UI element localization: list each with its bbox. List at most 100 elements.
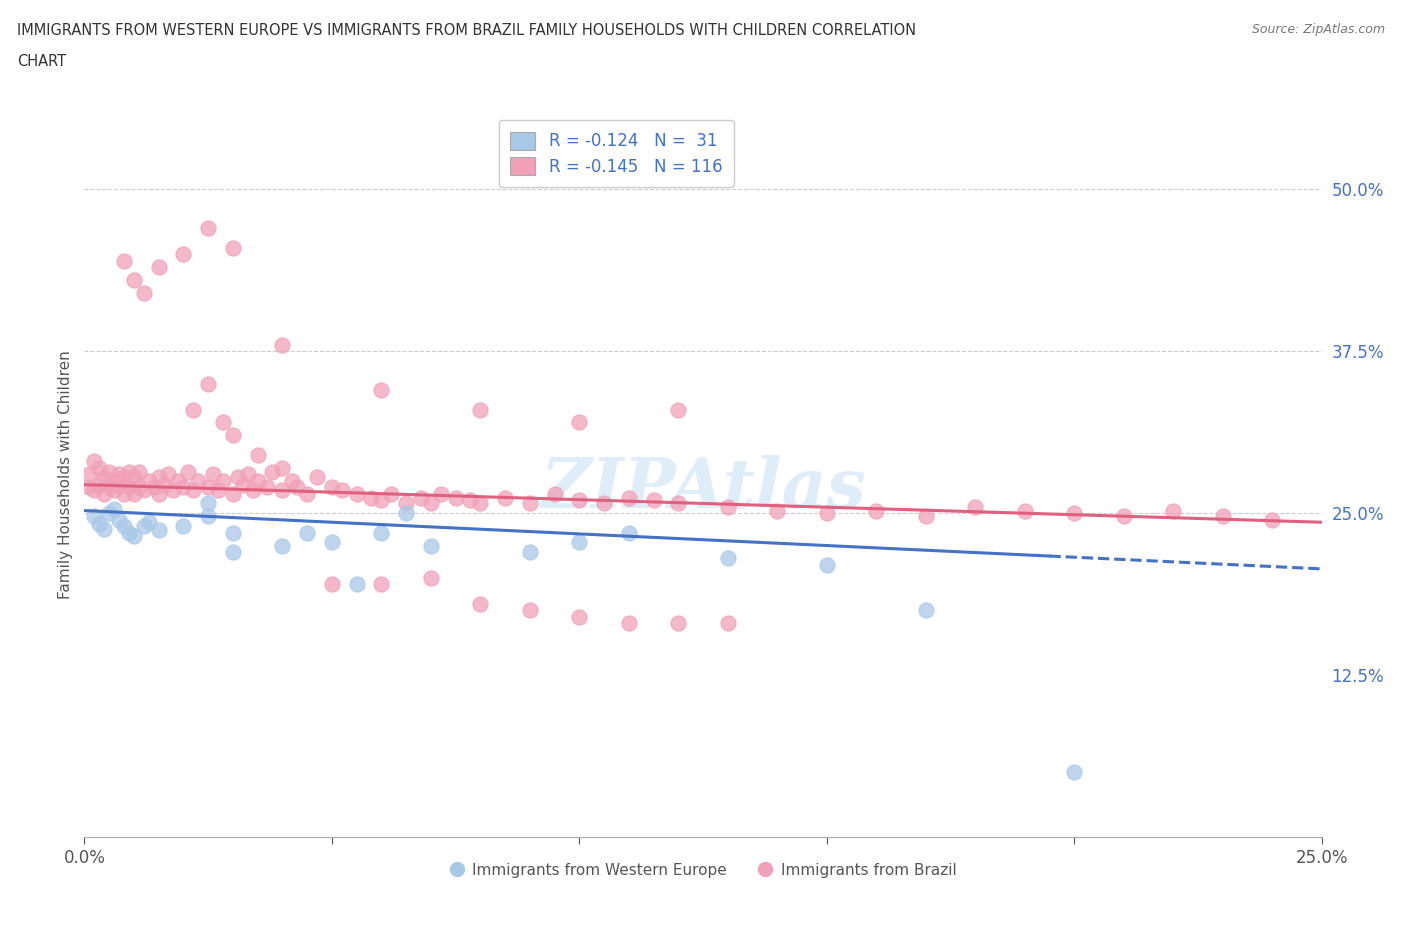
Point (617, 616, 640, 631)
Point (617, 490, 640, 505)
Point (470, 596, 492, 611)
Point (132, 286, 155, 300)
Point (128, 464, 150, 479)
Point (103, 473, 125, 488)
Y-axis label: Family Households with Children: Family Households with Children (58, 350, 73, 599)
Point (256, 480, 278, 495)
Point (108, 477, 131, 492)
Point (666, 496, 689, 511)
Point (666, 402, 689, 417)
Point (370, 382, 392, 397)
Point (914, 603, 936, 618)
Point (271, 338, 294, 352)
Point (112, 519, 135, 534)
Text: IMMIGRANTS FROM WESTERN EUROPE VS IMMIGRANTS FROM BRAZIL FAMILY HOUSEHOLDS WITH : IMMIGRANTS FROM WESTERN EUROPE VS IMMIGR… (17, 23, 915, 38)
Point (321, 534, 343, 549)
Text: Source: ZipAtlas.com: Source: ZipAtlas.com (1251, 23, 1385, 36)
Point (118, 480, 141, 495)
Point (83, 483, 105, 498)
Point (222, 525, 245, 540)
Point (197, 496, 219, 511)
Point (346, 577, 368, 591)
Point (242, 483, 264, 498)
Point (305, 470, 328, 485)
Point (965, 499, 987, 514)
Point (470, 402, 492, 417)
Point (232, 477, 254, 492)
Point (370, 493, 392, 508)
Point (93, 486, 115, 501)
Point (321, 577, 343, 591)
Point (262, 464, 284, 479)
Point (197, 377, 219, 392)
Point (148, 523, 170, 538)
Point (281, 473, 304, 488)
Point (360, 490, 382, 505)
Point (1014, 503, 1036, 518)
Point (122, 486, 145, 501)
Point (79, 467, 101, 482)
Point (172, 480, 194, 495)
Point (138, 515, 160, 530)
Point (717, 551, 740, 566)
Point (460, 493, 482, 508)
Point (148, 470, 170, 485)
Point (295, 486, 318, 501)
Text: ZIPAtlas: ZIPAtlas (540, 455, 866, 523)
Point (157, 467, 180, 482)
Point (148, 486, 170, 501)
Point (132, 519, 155, 534)
Point (118, 525, 141, 540)
Point (93, 470, 115, 485)
Point (617, 525, 640, 540)
Point (380, 486, 402, 501)
Point (1063, 506, 1085, 521)
Point (181, 402, 204, 417)
Legend: Immigrants from Western Europe, Immigrants from Brazil: Immigrants from Western Europe, Immigran… (443, 857, 963, 884)
Point (666, 616, 689, 631)
Point (295, 525, 318, 540)
Point (83, 454, 105, 469)
Point (167, 473, 190, 488)
Point (330, 483, 353, 498)
Point (1112, 509, 1135, 524)
Point (271, 460, 294, 475)
Point (93, 521, 115, 536)
Point (172, 246, 194, 261)
Point (89, 460, 111, 475)
Point (212, 473, 235, 488)
Point (112, 470, 135, 485)
Point (122, 272, 145, 287)
Point (83, 509, 105, 524)
Point (197, 220, 219, 235)
Point (103, 483, 125, 498)
Point (108, 512, 131, 527)
Point (321, 480, 343, 495)
Point (246, 473, 269, 488)
Point (212, 415, 235, 430)
Point (138, 473, 160, 488)
Point (197, 480, 219, 495)
Point (370, 577, 392, 591)
Point (1063, 764, 1085, 779)
Point (112, 486, 135, 501)
Point (98, 506, 121, 521)
Point (271, 538, 294, 553)
Point (197, 509, 219, 524)
Point (395, 506, 418, 521)
Point (494, 490, 516, 505)
Point (370, 525, 392, 540)
Point (519, 496, 541, 511)
Point (470, 496, 492, 511)
Point (593, 496, 616, 511)
Point (766, 503, 789, 518)
Point (177, 464, 200, 479)
Point (568, 534, 591, 549)
Point (226, 470, 249, 485)
Point (285, 480, 308, 495)
Point (222, 240, 245, 255)
Text: CHART: CHART (17, 54, 66, 69)
Point (128, 480, 150, 495)
Point (222, 486, 245, 501)
Point (271, 483, 294, 498)
